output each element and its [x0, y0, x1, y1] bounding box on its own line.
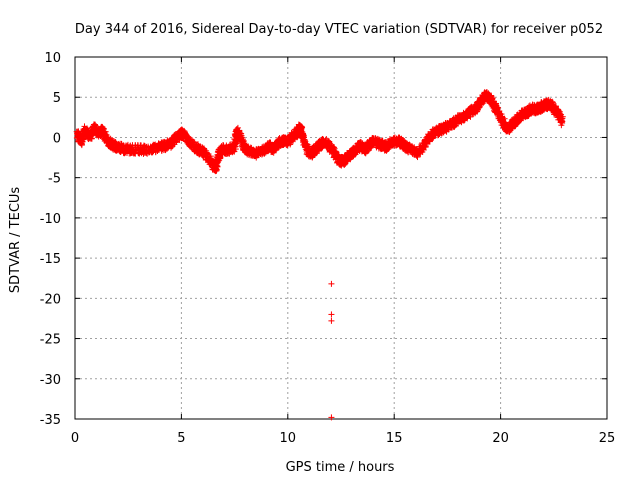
x-tick-label: 5 — [177, 431, 185, 446]
plot-frame — [74, 56, 608, 420]
grid — [75, 57, 607, 419]
y-tick-label: -35 — [40, 413, 61, 428]
x-tick-label: 20 — [492, 431, 509, 446]
x-axis-label: GPS time / hours — [286, 460, 395, 475]
tick-labels: 0 5 10 15 20 25 10 5 0 -5 -10 -15 -20 -25 -30 -35 — [40, 51, 616, 446]
y-tick-label: -15 — [40, 252, 61, 267]
trace-marker — [79, 136, 86, 143]
y-tick-label: -10 — [40, 212, 61, 227]
x-tick-label: 25 — [599, 431, 616, 446]
y-tick-label: -25 — [40, 333, 61, 348]
y-tick-label: -30 — [40, 373, 61, 388]
y-axis-label: SDTVAR / TECUs — [8, 187, 23, 294]
x-tick-label: 0 — [71, 431, 79, 446]
data-points — [73, 89, 566, 421]
y-tick-label: -20 — [40, 292, 61, 307]
y-tick-label: -5 — [48, 172, 61, 187]
x-tick-label: 15 — [386, 431, 403, 446]
y-tick-label: 5 — [53, 91, 61, 106]
y-tick-label: 0 — [53, 131, 61, 146]
x-tick-label: 10 — [280, 431, 297, 446]
chart-title: Day 344 of 2016, Sidereal Day-to-day VTE… — [75, 22, 603, 37]
y-tick-label: 10 — [44, 51, 61, 66]
